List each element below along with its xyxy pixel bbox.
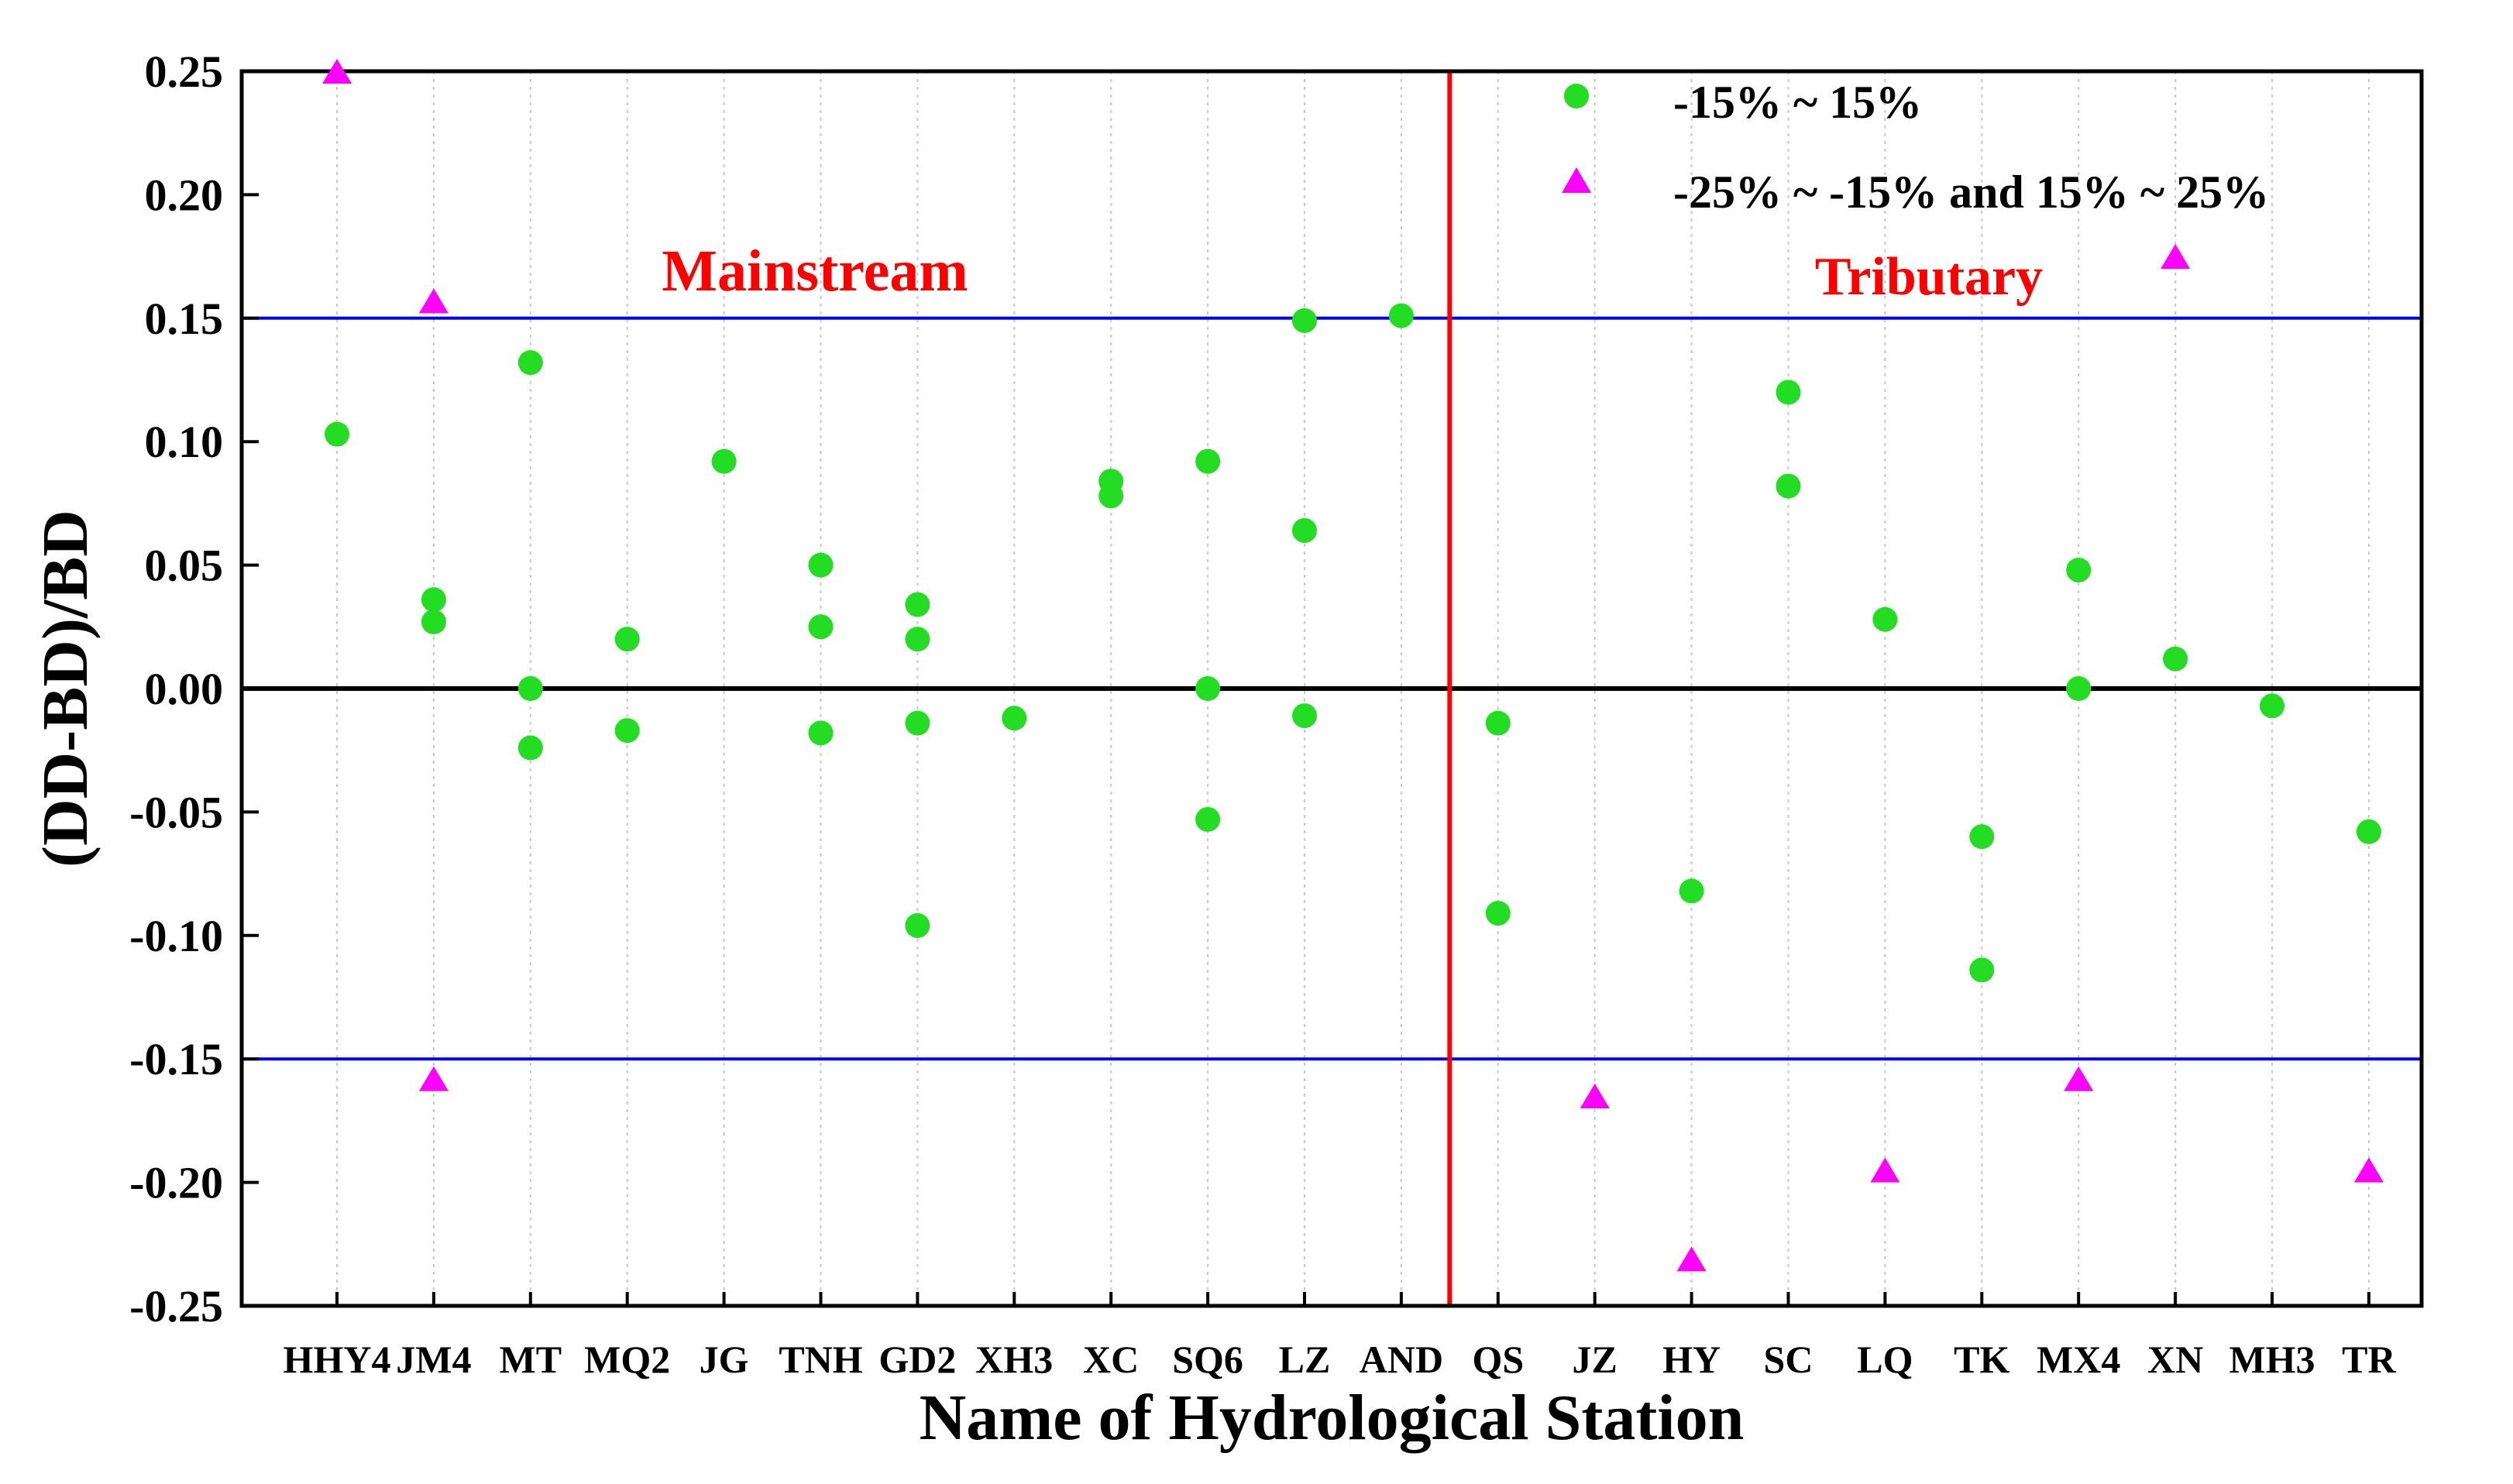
x-tick-label-gd2: GD2 <box>878 1338 956 1381</box>
axis-ticks: HHY4 JM4 MT MQ2 JG TNH GD2 XH3 XC SQ6 LZ AND QS JZ HY S… <box>129 46 2396 1381</box>
point-lq <box>1872 606 1898 632</box>
point-mx4 <box>2066 557 2092 582</box>
y-tick-label: 0.00 <box>145 664 224 714</box>
point-jm4 <box>421 587 446 613</box>
point-xc <box>1098 483 1124 509</box>
point-mt <box>517 735 543 761</box>
point-gd2 <box>905 913 930 939</box>
x-tick-label-qs: QS <box>1472 1338 1524 1381</box>
triangle-point-jm4 <box>418 1066 449 1091</box>
point-lz <box>1292 703 1317 729</box>
point-tr <box>2356 819 2381 844</box>
legend-marker-triangle <box>1562 167 1591 193</box>
x-tick-label-jz: JZ <box>1573 1338 1617 1381</box>
x-axis-title: Name of Hydrological Station <box>920 1382 1745 1454</box>
x-tick-label-mq2: MQ2 <box>584 1338 670 1381</box>
y-tick-label: -0.25 <box>129 1281 223 1331</box>
x-tick-label-mh3: MH3 <box>2229 1338 2315 1381</box>
point-mx4 <box>2066 676 2092 701</box>
triangle-point-tr <box>2353 1157 2384 1183</box>
x-tick-label-xn: XN <box>2147 1338 2203 1381</box>
point-tnh <box>808 720 834 746</box>
x-tick-label-jg: JG <box>700 1338 749 1381</box>
point-hhy4 <box>325 421 349 447</box>
y-tick-label: -0.20 <box>129 1158 223 1208</box>
point-jm4 <box>421 609 446 634</box>
point-jg <box>711 448 737 474</box>
point-gd2 <box>905 710 930 736</box>
point-xh3 <box>1002 706 1027 731</box>
triangle-point-lq <box>1870 1157 1900 1183</box>
point-lz <box>1292 307 1317 333</box>
point-gd2 <box>905 592 930 617</box>
point-hy <box>1679 878 1704 904</box>
y-tick-label: 0.25 <box>145 46 224 97</box>
point-and <box>1388 303 1414 328</box>
triangle-point-xn <box>2161 244 2191 270</box>
triangle-point-hhy4 <box>322 58 352 84</box>
point-qs <box>1485 901 1511 926</box>
y-tick-label: 0.20 <box>145 170 224 220</box>
y-tick-label: 0.05 <box>145 541 224 591</box>
x-tick-label-tnh: TNH <box>779 1338 862 1381</box>
point-sc <box>1776 473 1801 499</box>
point-tk <box>1969 824 1995 850</box>
point-tnh <box>808 614 834 640</box>
y-tick-label: -0.15 <box>129 1034 223 1084</box>
point-gd2 <box>905 627 930 652</box>
x-tick-label-hy: HY <box>1662 1338 1721 1381</box>
triangle-point-mx4 <box>2064 1066 2094 1091</box>
y-tick-label: -0.05 <box>129 787 223 837</box>
x-tick-label-lq: LQ <box>1857 1338 1913 1381</box>
legend-label-in-range: -15% ~ 15% <box>1673 77 1922 128</box>
y-axis-title: (DD-BD)/BD <box>29 510 101 867</box>
point-sq6 <box>1195 448 1221 474</box>
point-mq2 <box>614 718 640 744</box>
x-tick-label-tk: TK <box>1954 1338 2009 1381</box>
mainstream-label: Mainstream <box>662 239 968 304</box>
data-points <box>322 58 2384 1272</box>
y-tick-label: 0.10 <box>145 417 224 467</box>
x-tick-label-sc: SC <box>1764 1338 1813 1381</box>
point-mt <box>517 676 543 701</box>
point-tnh <box>808 552 834 578</box>
point-lz <box>1292 517 1317 543</box>
tributary-label: Tributary <box>1815 247 2043 307</box>
x-tick-label-xh3: XH3 <box>975 1338 1053 1381</box>
triangle-point-hy <box>1676 1246 1707 1272</box>
x-tick-label-hhy4: HHY4 <box>284 1338 391 1381</box>
point-qs <box>1485 710 1511 736</box>
point-mq2 <box>614 627 640 652</box>
x-tick-label-jm4: JM4 <box>396 1338 471 1381</box>
point-sq6 <box>1195 676 1221 701</box>
x-tick-label-lz: LZ <box>1279 1338 1331 1381</box>
x-tick-label-sq6: SQ6 <box>1172 1338 1243 1381</box>
point-mt <box>517 350 543 376</box>
point-mh3 <box>2260 693 2284 719</box>
x-tick-label-mx4: MX4 <box>2037 1338 2120 1381</box>
chart-labels: Name of Hydrological Station (DD-BD)/BD … <box>29 239 2043 1454</box>
triangle-point-jm4 <box>418 288 449 314</box>
point-xn <box>2163 646 2188 672</box>
point-sq6 <box>1195 806 1221 832</box>
x-tick-label-mt: MT <box>500 1338 562 1381</box>
x-tick-label-xc: XC <box>1083 1338 1139 1381</box>
x-tick-label-tr: TR <box>2342 1338 2396 1381</box>
y-tick-label: -0.10 <box>129 911 223 961</box>
point-tk <box>1969 957 1995 983</box>
point-sc <box>1776 380 1801 405</box>
legend-label-out-range: -25% ~ -15% and 15% ~ 25% <box>1673 167 2269 218</box>
triangle-point-jz <box>1580 1084 1610 1109</box>
x-tick-label-and: AND <box>1360 1338 1443 1381</box>
reference-lines <box>242 71 2422 1306</box>
legend: -15% ~ 15% -25% ~ -15% and 15% ~ 25% <box>1562 77 2269 218</box>
legend-marker-circle <box>1564 84 1589 108</box>
y-tick-label: 0.15 <box>145 294 224 344</box>
